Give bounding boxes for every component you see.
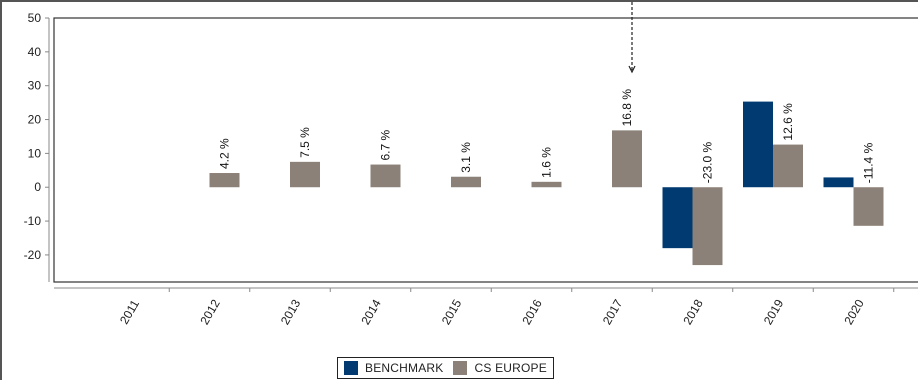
x-tick-label: 2019 <box>761 297 787 327</box>
bar-cs-europe <box>773 144 803 188</box>
data-label: 6.7 % <box>379 130 393 161</box>
legend-label-cs-europe: CS EUROPE <box>474 361 547 375</box>
data-label: -11.4 % <box>862 142 876 183</box>
x-tick-label: 2013 <box>278 297 304 327</box>
y-tick-label: -10 <box>24 214 42 228</box>
data-label: 1.6 % <box>540 147 554 178</box>
bar-cs-europe <box>290 161 320 188</box>
plot-border <box>53 17 918 283</box>
bar-cs-europe <box>853 187 884 226</box>
bar-benchmark <box>743 101 773 188</box>
x-tick-label: 2012 <box>197 297 223 327</box>
bar-cs-europe <box>370 164 401 188</box>
legend-swatch-benchmark <box>344 361 358 375</box>
x-tick-label: 2011 <box>117 297 142 327</box>
bar-cs-europe <box>531 181 562 188</box>
legend-item-benchmark: BENCHMARK <box>344 361 443 375</box>
x-tick-label: 2017 <box>600 297 626 327</box>
bar-cs-europe <box>612 130 642 188</box>
y-tick-label: 50 <box>28 11 42 25</box>
annotation-group <box>628 2 636 74</box>
plot-area <box>53 17 918 283</box>
x-tick-label: 2018 <box>680 297 706 327</box>
x-tick-label: 2014 <box>358 297 384 327</box>
bar-benchmark <box>823 177 854 188</box>
legend: BENCHMARK CS EUROPE <box>337 357 554 379</box>
y-tick-label: 30 <box>28 79 42 93</box>
y-tick-label: -20 <box>24 248 42 262</box>
data-label: 4.2 % <box>218 138 232 169</box>
y-tick-label: 20 <box>28 113 42 127</box>
arrow-head <box>628 65 636 74</box>
data-label: 12.6 % <box>781 103 795 141</box>
x-axis: 2011 2012 2013 2014 2015 2016 2017 2018 2019 2020 <box>54 287 918 327</box>
bars-group <box>209 101 884 266</box>
data-label: -23.0 % <box>701 142 715 184</box>
y-tick-label: 10 <box>28 146 42 160</box>
bar-cs-europe <box>692 187 723 266</box>
y-axis: 50 40 30 20 10 0 -10 -20 <box>24 11 50 282</box>
data-label: 3.1 % <box>459 142 473 173</box>
legend-label-benchmark: BENCHMARK <box>365 361 444 375</box>
legend-item-cs-europe: CS EUROPE <box>453 361 547 375</box>
x-tick-label: 2016 <box>519 297 545 327</box>
x-tick-label: 2015 <box>439 297 465 327</box>
data-labels-group: 4.2 % 7.5 % 6.7 % 3.1 % 1.6 % 16.8 % -23.0 % 12… <box>218 89 876 184</box>
x-tick-label: 2020 <box>841 297 867 327</box>
legend-swatch-cs-europe <box>453 361 468 375</box>
bar-cs-europe <box>209 173 240 188</box>
bar-benchmark <box>662 187 693 249</box>
y-tick-label: 40 <box>28 45 42 59</box>
y-tick-label: 0 <box>34 180 41 194</box>
data-label: 7.5 % <box>298 127 312 158</box>
data-label: 16.8 % <box>620 89 634 127</box>
bar-cs-europe <box>451 176 481 188</box>
